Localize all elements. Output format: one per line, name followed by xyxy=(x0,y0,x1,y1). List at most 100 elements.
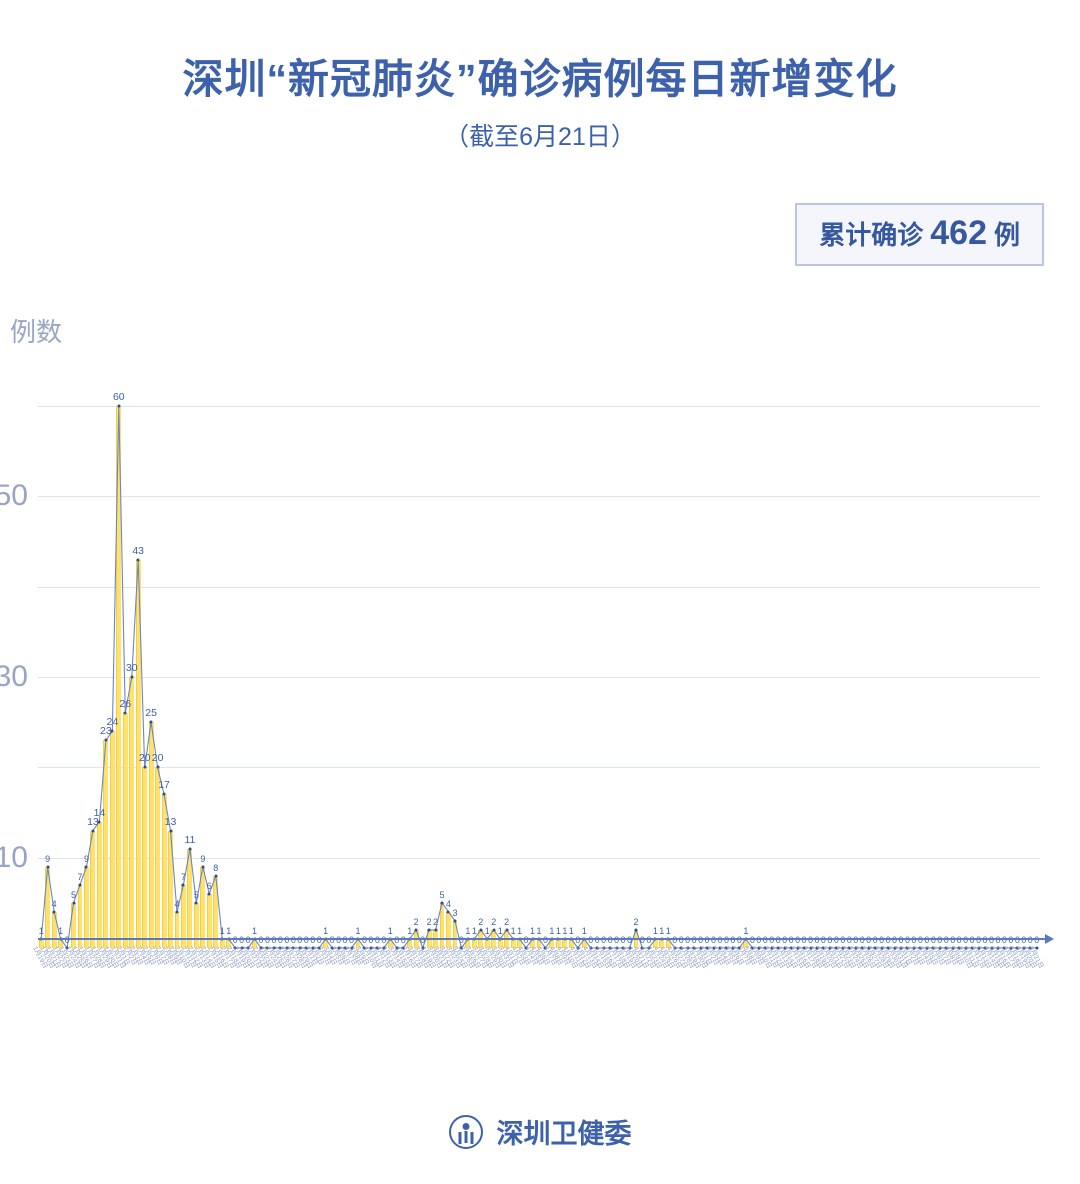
value-label: 0 xyxy=(678,935,684,945)
value-label: 0 xyxy=(64,935,70,945)
data-point xyxy=(123,711,127,715)
data-point xyxy=(1022,946,1026,950)
data-point xyxy=(479,928,483,932)
value-label: 0 xyxy=(814,935,820,945)
cumulative-badge-wrap: 累计确诊 462 例 xyxy=(795,203,1044,266)
data-point xyxy=(931,946,935,950)
data-point xyxy=(692,946,696,950)
data-point xyxy=(240,946,244,950)
value-label: 0 xyxy=(840,935,846,945)
bar xyxy=(452,920,458,948)
value-label: 0 xyxy=(853,935,859,945)
value-label: 0 xyxy=(316,935,322,945)
data-point xyxy=(104,738,108,742)
data-point xyxy=(459,946,463,950)
data-point xyxy=(524,946,528,950)
y-axis-title: 例数 xyxy=(10,317,63,347)
data-point xyxy=(1015,946,1019,950)
bar xyxy=(142,767,148,948)
value-label: 0 xyxy=(879,935,885,945)
value-label: 0 xyxy=(1021,935,1027,945)
bar xyxy=(90,830,96,948)
data-point xyxy=(330,946,334,950)
value-label: 0 xyxy=(1034,935,1040,945)
data-point xyxy=(957,946,961,950)
value-label: 0 xyxy=(588,935,594,945)
value-label: 30 xyxy=(125,662,138,675)
value-label: 0 xyxy=(846,935,852,945)
data-point xyxy=(362,946,366,950)
footer-brand: 深圳卫健委 xyxy=(496,1119,632,1149)
bar xyxy=(109,731,115,948)
data-point xyxy=(395,946,399,950)
value-label: 1 xyxy=(555,925,561,936)
line-series-layer xyxy=(40,406,1037,950)
value-label: 7 xyxy=(77,871,83,882)
value-label: 2 xyxy=(504,916,510,927)
data-point xyxy=(375,946,379,950)
value-label: 0 xyxy=(827,935,833,945)
value-label: 26 xyxy=(119,698,132,711)
value-label: 0 xyxy=(698,935,704,945)
health-emblem-icon xyxy=(448,1114,483,1149)
data-point xyxy=(311,946,315,950)
value-label: 25 xyxy=(145,707,157,720)
data-point xyxy=(136,558,140,562)
value-label: 43 xyxy=(132,544,145,557)
y-tick-50: 50 xyxy=(0,479,28,513)
value-label: 0 xyxy=(711,935,717,945)
data-point xyxy=(97,820,101,824)
bar xyxy=(148,722,154,948)
bar xyxy=(155,767,161,948)
value-label: 1 xyxy=(510,925,516,936)
value-label: 1 xyxy=(387,925,393,936)
value-label: 0 xyxy=(245,935,251,945)
bar xyxy=(103,740,109,948)
value-label: 1 xyxy=(652,925,658,936)
bars-layer xyxy=(38,388,1040,948)
data-point xyxy=(46,865,50,869)
bar xyxy=(252,938,257,948)
value-label: 0 xyxy=(704,935,710,945)
data-point xyxy=(434,928,438,932)
bar xyxy=(187,848,193,948)
data-point xyxy=(828,946,832,950)
data-point xyxy=(673,946,677,950)
data-point xyxy=(893,946,897,950)
value-label: 1 xyxy=(562,925,568,936)
value-label: 0 xyxy=(310,935,316,945)
data-point xyxy=(970,946,974,950)
data-point xyxy=(951,946,955,950)
data-point xyxy=(156,765,160,769)
gridline-50 xyxy=(38,496,1040,498)
data-point xyxy=(84,865,88,869)
bar xyxy=(510,938,516,948)
data-point xyxy=(796,946,800,950)
value-label: 0 xyxy=(885,935,891,945)
data-point xyxy=(821,946,825,950)
data-point xyxy=(175,910,179,914)
data-point xyxy=(343,946,347,950)
value-label: 0 xyxy=(361,935,367,945)
footer: 深圳卫健委 xyxy=(0,1112,1080,1151)
bar xyxy=(206,893,212,948)
value-label: 0 xyxy=(400,935,406,945)
value-label: 0 xyxy=(594,935,600,945)
data-point xyxy=(679,946,683,950)
data-point xyxy=(602,946,606,950)
value-label: 8 xyxy=(213,862,219,873)
value-label: 1 xyxy=(581,925,587,936)
data-point xyxy=(130,675,134,679)
data-point xyxy=(117,404,121,408)
value-label: 0 xyxy=(989,935,995,945)
bar xyxy=(439,902,445,948)
value-label: 0 xyxy=(956,935,962,945)
bar xyxy=(387,938,393,948)
value-label: 0 xyxy=(963,935,969,945)
value-label: 5 xyxy=(71,889,77,900)
data-point xyxy=(640,946,644,950)
value-label: 5 xyxy=(439,889,445,900)
data-point xyxy=(589,946,593,950)
data-point xyxy=(925,946,929,950)
data-point xyxy=(110,729,114,733)
